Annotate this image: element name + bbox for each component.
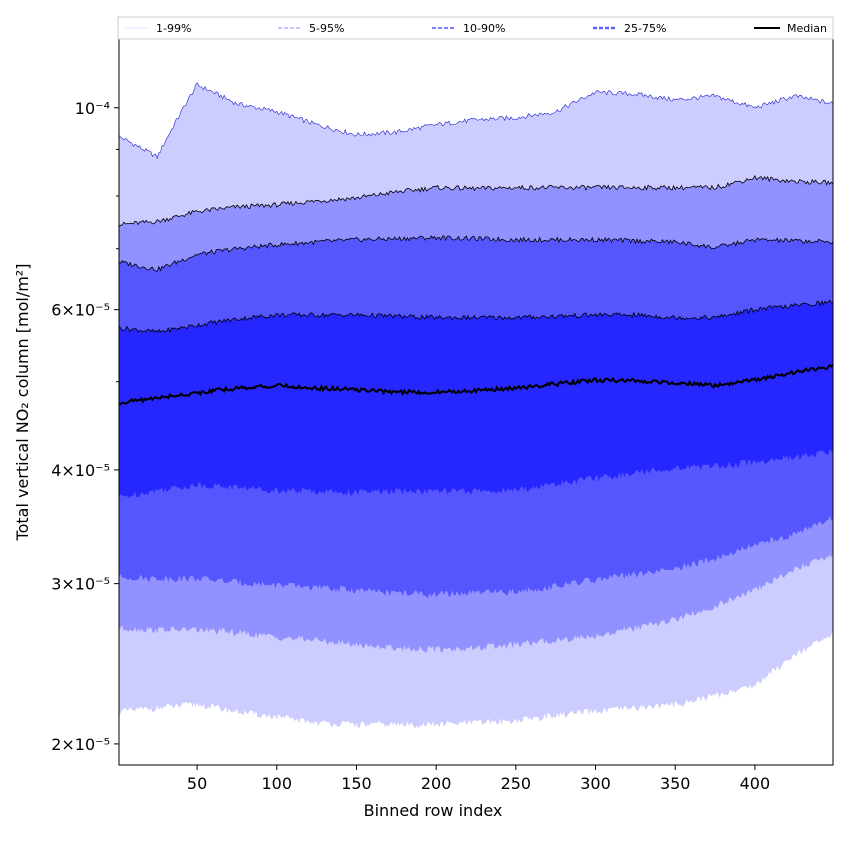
band-upper-edge-5-95%	[118, 174, 834, 227]
legend-label: 25-75%	[624, 22, 666, 35]
y-axis-ticks: 2×10⁻⁵ 3×10⁻⁵ 4×10⁻⁵ 6×10⁻⁵ 10⁻⁴	[51, 99, 119, 754]
x-tick-label: 50	[187, 774, 207, 793]
x-tick-label: 350	[660, 774, 691, 793]
x-axis-ticks: 50 100 150 200 250 300 350 400	[187, 765, 770, 793]
y-tick-label: 2×10⁻⁵	[51, 735, 110, 754]
x-axis-label: Binned row index	[364, 801, 503, 820]
y-tick-label: 3×10⁻⁵	[51, 575, 110, 594]
legend-label: Median	[787, 22, 827, 35]
band-upper-edge-1-99%	[118, 82, 834, 160]
x-tick-label: 400	[740, 774, 771, 793]
x-tick-label: 200	[421, 774, 452, 793]
legend-label: 1-99%	[156, 22, 191, 35]
percentile-lines	[118, 82, 834, 406]
x-tick-label: 300	[580, 774, 611, 793]
y-tick-label: 10⁻⁴	[75, 99, 110, 118]
legend-label: 10-90%	[463, 22, 505, 35]
y-tick-label: 4×10⁻⁵	[51, 461, 110, 480]
legend: 1-99% 5-95% 10-90% 25-75% Median	[117, 16, 834, 40]
percentile-bands	[119, 82, 833, 729]
band-25-75%	[119, 300, 833, 499]
legend-label: 5-95%	[309, 22, 344, 35]
median-line	[118, 363, 834, 406]
band-upper-edge-25-75%	[118, 299, 834, 334]
x-tick-label: 150	[341, 774, 372, 793]
y-tick-label: 6×10⁻⁵	[51, 301, 110, 320]
band-upper-edge-10-90%	[118, 235, 834, 273]
x-tick-label: 250	[501, 774, 532, 793]
y-axis-label: Total vertical NO₂ column [mol/m²]	[13, 264, 32, 542]
x-tick-label: 100	[262, 774, 293, 793]
